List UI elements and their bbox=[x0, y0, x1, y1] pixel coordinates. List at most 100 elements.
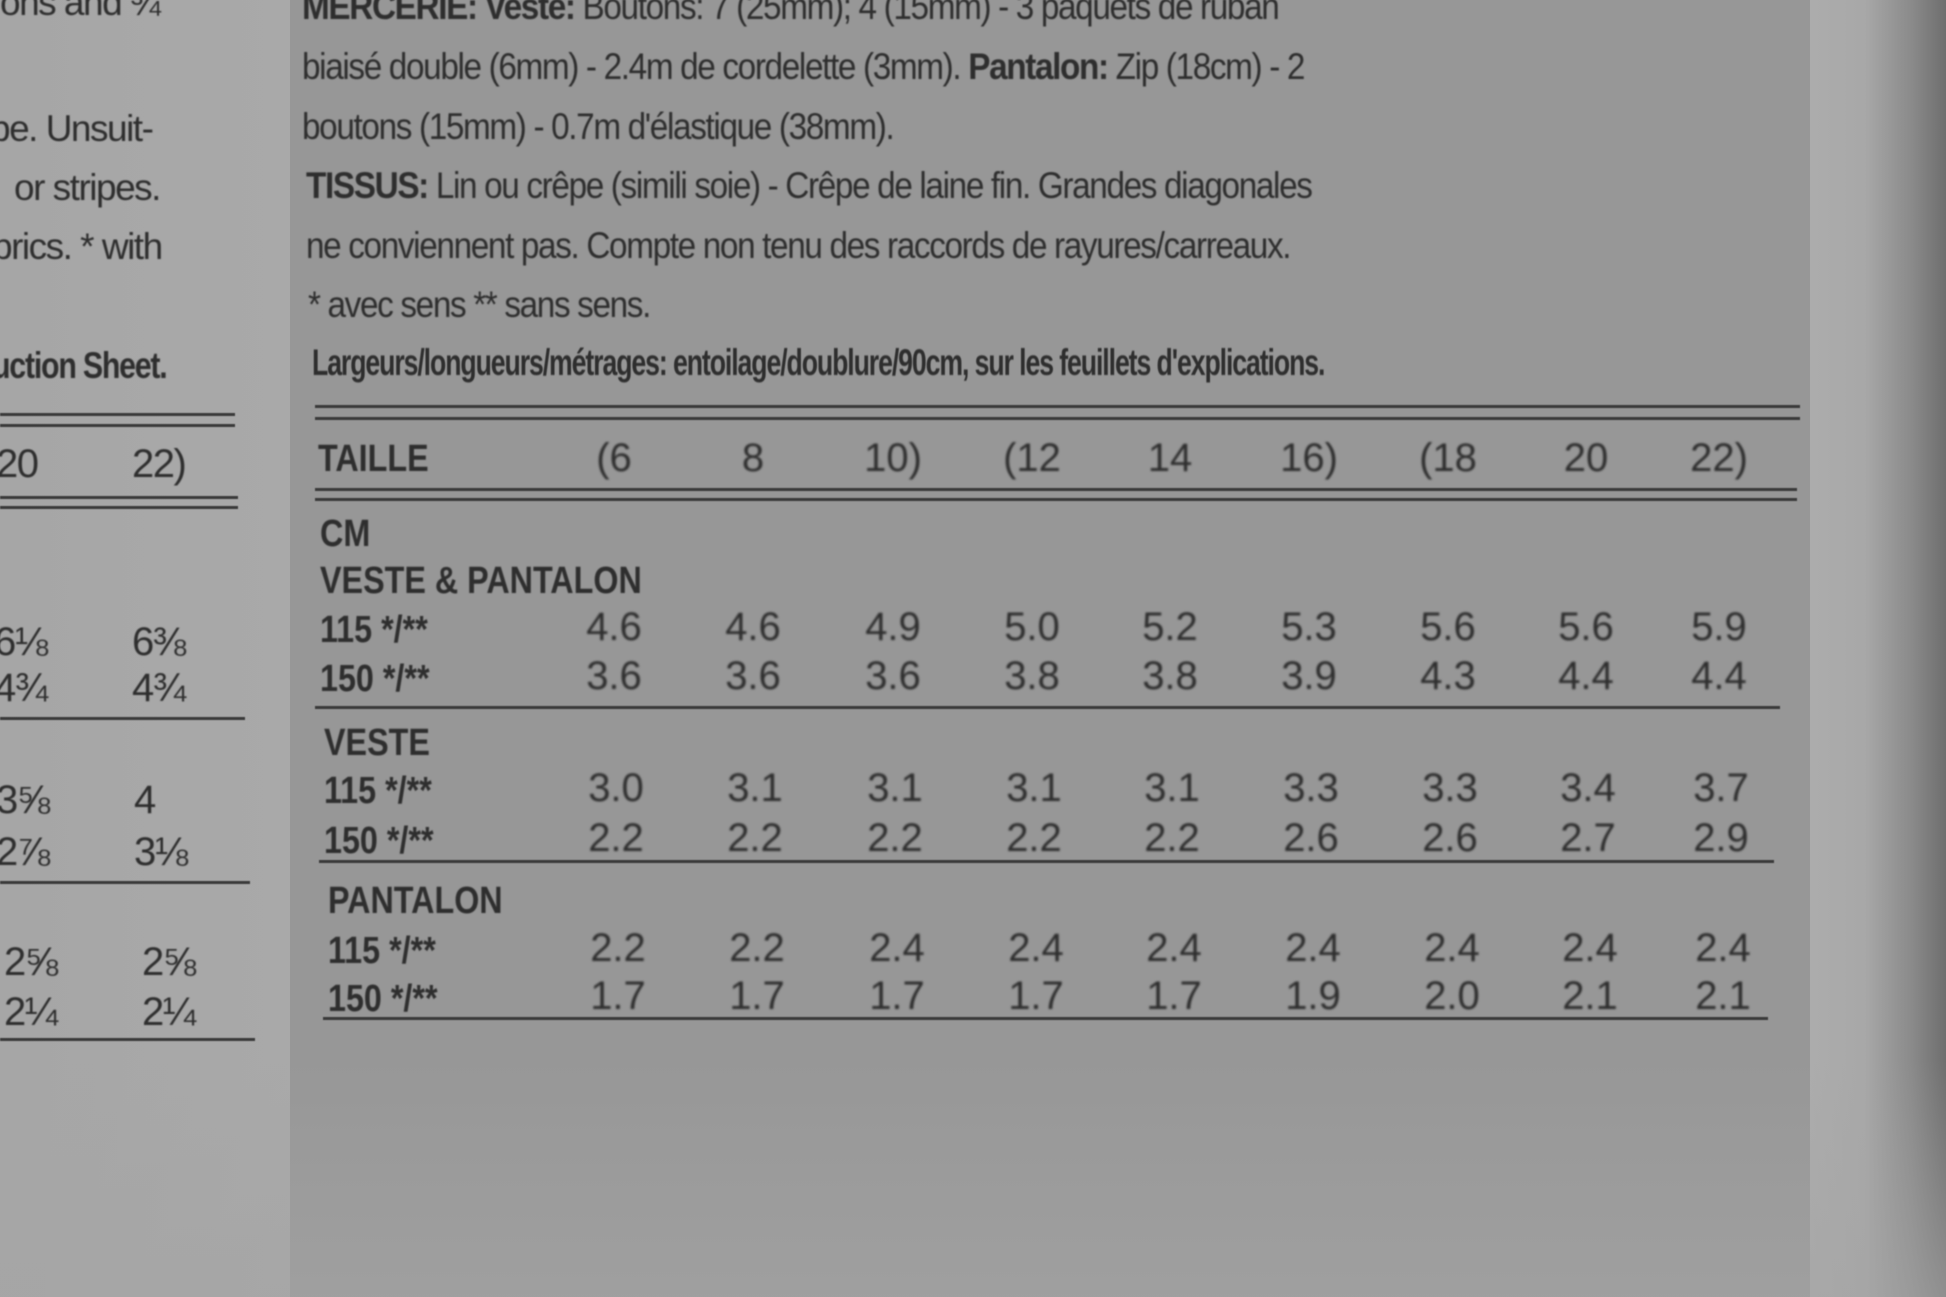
section-divider bbox=[315, 706, 1780, 709]
nap-note: * avec sens ** sans sens. bbox=[308, 284, 651, 325]
table-cell: 4.6 bbox=[725, 605, 781, 649]
size-header: 10) bbox=[864, 436, 922, 480]
table-cell: 3.6 bbox=[725, 654, 781, 698]
table-cell: 1.7 bbox=[729, 974, 785, 1018]
table-cell: 3.8 bbox=[1004, 654, 1060, 698]
left-header: 22) bbox=[132, 442, 187, 486]
table-cell: 3.1 bbox=[867, 766, 923, 810]
table-cell: 3.9 bbox=[1281, 654, 1337, 698]
table-cell: 1.7 bbox=[869, 974, 925, 1018]
table-cell: 3.1 bbox=[727, 766, 783, 810]
left-value: 3⅝ bbox=[0, 778, 50, 822]
row-label: 115 */** bbox=[328, 930, 436, 972]
left-line: brics. * with bbox=[0, 226, 163, 267]
row-label: 115 */** bbox=[320, 609, 428, 651]
table-cell: 2.6 bbox=[1422, 816, 1478, 860]
table-cell: 2.2 bbox=[729, 926, 785, 970]
size-header: 8 bbox=[741, 436, 765, 480]
table-cell: 3.1 bbox=[1144, 766, 1200, 810]
table-cell: 3.3 bbox=[1283, 766, 1339, 810]
left-value: 3⅛ bbox=[134, 830, 188, 874]
table-cell: 1.7 bbox=[590, 974, 646, 1018]
table-cell: 3.6 bbox=[865, 654, 921, 698]
table-cell: 4.9 bbox=[865, 605, 921, 649]
table-cell: 3.1 bbox=[1006, 766, 1062, 810]
table-cell: 3.3 bbox=[1422, 766, 1478, 810]
size-header: (12 bbox=[1003, 436, 1061, 480]
left-value: 4 bbox=[134, 778, 156, 822]
table-cell: 5.2 bbox=[1142, 605, 1198, 649]
table-cell: 5.3 bbox=[1281, 605, 1337, 649]
left-line: pe. Unsuit- bbox=[0, 108, 154, 149]
table-cell: 2.1 bbox=[1562, 974, 1618, 1018]
table-cell: 2.2 bbox=[1006, 816, 1062, 860]
notions-line: biaisé double (6mm) - 2.4m de cordelette… bbox=[302, 46, 1306, 88]
table-cell: 2.9 bbox=[1693, 816, 1749, 860]
fabric-line: ne conviennent pas. Compte non tenu des … bbox=[306, 225, 1292, 266]
pantalon-heading: Pantalon: bbox=[968, 46, 1109, 87]
left-value: 4¾ bbox=[132, 666, 186, 710]
fabric-heading: TISSUS: bbox=[306, 165, 429, 206]
fabric-line: TISSUS: Lin ou crêpe (simili soie) - Crê… bbox=[306, 165, 1313, 207]
left-value: 2¼ bbox=[4, 990, 58, 1034]
left-value: 4¾ bbox=[0, 666, 48, 710]
table-cell: 5.9 bbox=[1691, 605, 1747, 649]
table-cell: 2.2 bbox=[867, 816, 923, 860]
table-cell: 2.4 bbox=[1285, 926, 1341, 970]
size-header: (18 bbox=[1419, 436, 1477, 480]
table-cell: 3.8 bbox=[1142, 654, 1198, 698]
notions-text-span: biaisé double (6mm) - 2.4m de cordelette… bbox=[302, 46, 969, 87]
table-cell: 1.9 bbox=[1285, 974, 1341, 1018]
size-header: 14 bbox=[1147, 436, 1193, 480]
unit-label: CM bbox=[320, 513, 371, 555]
table-cell: 2.4 bbox=[1146, 926, 1202, 970]
section-title: VESTE & PANTALON bbox=[320, 560, 642, 602]
table-cell: 1.7 bbox=[1146, 974, 1202, 1018]
table-cell: 3.4 bbox=[1560, 766, 1616, 810]
section-divider bbox=[323, 1017, 1768, 1020]
size-header: 22) bbox=[1690, 436, 1748, 480]
section-title: VESTE bbox=[324, 722, 430, 764]
left-line: uction Sheet. bbox=[0, 345, 168, 386]
left-value: 2⅞ bbox=[0, 830, 50, 874]
notions-text-span: Zip (18cm) - 2 bbox=[1107, 46, 1306, 87]
section-divider bbox=[319, 860, 1774, 863]
notions-heading: MERCERIE: Veste: bbox=[302, 0, 576, 27]
row-label: 150 */** bbox=[324, 820, 434, 862]
table-cell: 2.4 bbox=[1424, 926, 1480, 970]
table-cell: 2.1 bbox=[1695, 974, 1751, 1018]
left-value: 2¼ bbox=[142, 990, 196, 1034]
table-cell: 2.2 bbox=[1144, 816, 1200, 860]
table-cell: 2.4 bbox=[1562, 926, 1618, 970]
table-cell: 4.4 bbox=[1558, 654, 1614, 698]
row-label: 150 */** bbox=[328, 978, 438, 1020]
table-cell: 2.4 bbox=[1695, 926, 1751, 970]
size-header: 20 bbox=[1563, 436, 1609, 480]
notions-line: MERCERIE: Veste: Boutons: 7 (25mm); 4 (1… bbox=[302, 0, 1280, 28]
fabric-text-span: Lin ou crêpe (simili soie) - Crêpe de la… bbox=[427, 165, 1313, 206]
table-cell: 1.7 bbox=[1008, 974, 1064, 1018]
widths-note: Largeurs/longueurs/métrages: entoilage/d… bbox=[312, 342, 1325, 383]
size-header-label: TAILLE bbox=[318, 438, 429, 480]
table-cell: 4.3 bbox=[1420, 654, 1476, 698]
size-header: 16) bbox=[1280, 436, 1338, 480]
left-header: 20 bbox=[0, 442, 39, 486]
row-label: 115 */** bbox=[324, 770, 432, 812]
notions-text-span: Boutons: 7 (25mm); 4 (15mm) - 3 paquets … bbox=[574, 0, 1280, 27]
table-cell: 3.0 bbox=[588, 766, 644, 810]
table-cell: 5.6 bbox=[1558, 605, 1614, 649]
table-cell: 5.6 bbox=[1420, 605, 1476, 649]
table-cell: 4.6 bbox=[586, 605, 642, 649]
notions-line: boutons (15mm) - 0.7m d'élastique (38mm)… bbox=[302, 106, 895, 147]
table-cell: 2.2 bbox=[588, 816, 644, 860]
size-header: (6 bbox=[596, 436, 632, 480]
table-cell: 2.2 bbox=[590, 926, 646, 970]
left-value: 6⅛ bbox=[0, 620, 48, 664]
left-line: or stripes. bbox=[14, 167, 161, 208]
left-value: 6⅜ bbox=[132, 620, 186, 664]
row-label: 150 */** bbox=[320, 658, 430, 700]
page-bottom-area bbox=[0, 1060, 1946, 1297]
left-line: ons and ¾ bbox=[0, 0, 161, 23]
table-cell: 2.4 bbox=[1008, 926, 1064, 970]
table-cell: 3.6 bbox=[586, 654, 642, 698]
